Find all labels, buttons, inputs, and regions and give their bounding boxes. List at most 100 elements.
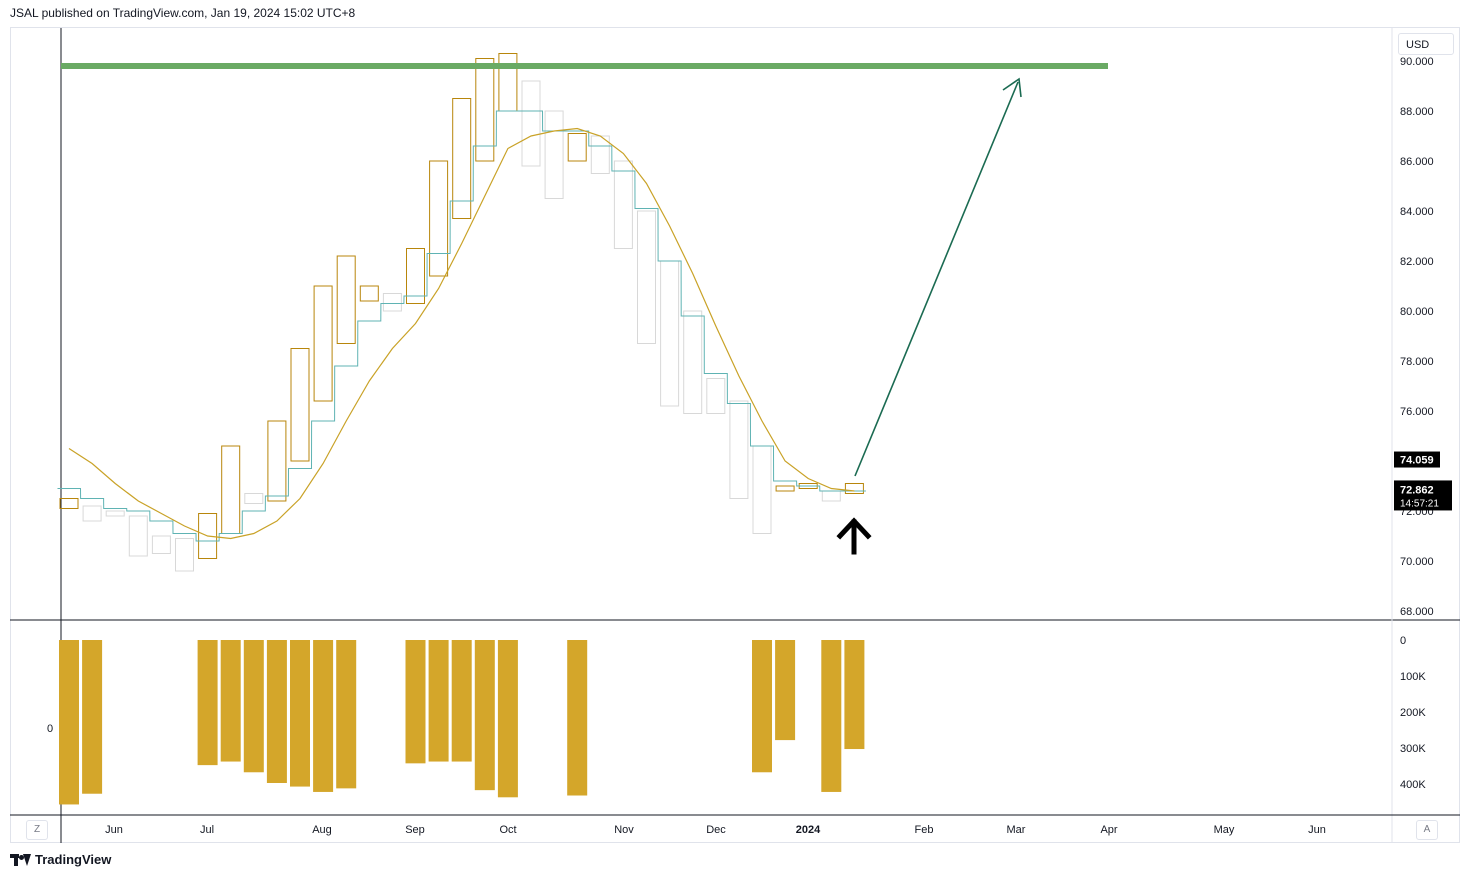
candle-up bbox=[567, 133, 587, 162]
candle-down bbox=[752, 445, 772, 534]
time-tick-label: Feb bbox=[915, 824, 934, 836]
volume-tick-label: 100K bbox=[1400, 671, 1426, 683]
volume-bar bbox=[474, 640, 495, 791]
price-marker-label: 74.059 bbox=[1400, 455, 1434, 467]
price-tick-label: 90.000 bbox=[1400, 56, 1434, 68]
candle-up bbox=[452, 98, 472, 219]
candle-up bbox=[359, 285, 379, 302]
tradingview-logo-icon bbox=[10, 853, 31, 866]
price-tick-label: 76.000 bbox=[1400, 406, 1434, 418]
volume-bar bbox=[497, 640, 518, 798]
candle-down bbox=[706, 378, 726, 414]
time-tick-label: Jun bbox=[105, 824, 123, 836]
candle-down bbox=[105, 510, 125, 517]
candle-up bbox=[336, 255, 356, 344]
price-tick-label: 80.000 bbox=[1400, 306, 1434, 318]
candle-up bbox=[290, 348, 310, 462]
candle-down bbox=[660, 260, 680, 407]
volume-bar bbox=[821, 640, 842, 792]
volume-tick-label: 0 bbox=[1400, 635, 1406, 647]
candle-down bbox=[151, 535, 171, 554]
last-price-label: 72.862 bbox=[1400, 484, 1434, 496]
time-tick-label: Nov bbox=[614, 824, 634, 836]
time-tick-label: 2024 bbox=[796, 824, 821, 836]
candle-down bbox=[544, 110, 564, 199]
footer-brand-label: TradingView bbox=[35, 852, 112, 867]
candle-down bbox=[613, 160, 633, 249]
time-tick-label: May bbox=[1214, 824, 1235, 836]
candle-down bbox=[382, 293, 402, 312]
time-tick-label: Dec bbox=[706, 824, 726, 836]
candle-up bbox=[844, 483, 864, 494]
time-tick-label: Jun bbox=[1308, 824, 1326, 836]
volume-bar bbox=[197, 640, 218, 766]
volume-bar bbox=[428, 640, 449, 762]
up-arrow-icon[interactable] bbox=[836, 517, 872, 555]
candle-up bbox=[313, 285, 333, 402]
candle-down bbox=[590, 135, 610, 174]
price-marker-box bbox=[1394, 451, 1440, 468]
projection-arrow-line[interactable] bbox=[854, 81, 1019, 477]
volume-bar bbox=[405, 640, 426, 764]
candle-up bbox=[429, 160, 449, 277]
candle-down bbox=[821, 490, 841, 502]
candle-up bbox=[406, 248, 425, 304]
price-tick-label: 88.000 bbox=[1400, 106, 1434, 118]
candle-up bbox=[267, 420, 287, 502]
volume-tick-label: 400K bbox=[1400, 779, 1426, 791]
volume-bar bbox=[266, 640, 287, 783]
time-tick-label: Mar bbox=[1007, 824, 1026, 836]
price-tick-label: 68.000 bbox=[1400, 606, 1434, 618]
time-tick-label: Apr bbox=[1100, 824, 1117, 836]
candle-down bbox=[244, 493, 264, 504]
last-price-box bbox=[1394, 480, 1452, 511]
candle-down bbox=[729, 400, 749, 499]
volume-bar bbox=[844, 640, 865, 750]
volume-bar bbox=[220, 640, 241, 762]
candle-down bbox=[128, 515, 148, 557]
price-tick-label: 78.000 bbox=[1400, 356, 1434, 368]
candle-up bbox=[221, 445, 241, 534]
volume-tick-label: 300K bbox=[1400, 743, 1426, 755]
candle-up bbox=[775, 485, 795, 492]
volume-bar bbox=[290, 640, 310, 787]
volume-bar bbox=[243, 640, 264, 773]
volume-bar bbox=[567, 640, 588, 796]
candle-down bbox=[175, 538, 194, 572]
zoom-button[interactable]: Z bbox=[26, 820, 48, 840]
volume-tick-label: 200K bbox=[1400, 707, 1426, 719]
volume-bar bbox=[82, 640, 103, 794]
time-tick-label: Oct bbox=[499, 824, 516, 836]
candle-down bbox=[82, 505, 102, 522]
volume-bar bbox=[752, 640, 772, 773]
candle-down bbox=[683, 310, 703, 414]
chart-frame bbox=[10, 27, 1460, 843]
price-tick-label: 84.000 bbox=[1400, 206, 1434, 218]
candle-down bbox=[637, 210, 656, 344]
candle-up bbox=[59, 498, 79, 509]
volume-bar bbox=[775, 640, 796, 741]
volume-bar bbox=[59, 640, 79, 805]
time-tick-label: Aug bbox=[312, 824, 332, 836]
candle-up bbox=[498, 53, 518, 112]
footer-brand[interactable]: TradingView bbox=[10, 852, 111, 867]
candle-up bbox=[198, 513, 218, 559]
time-tick-label: Sep bbox=[405, 824, 425, 836]
candle-up bbox=[475, 58, 495, 162]
volume-bar bbox=[313, 640, 334, 792]
ma-short-line bbox=[57, 110, 866, 542]
publish-header: JSAL published on TradingView.com, Jan 1… bbox=[10, 6, 356, 20]
ma-long-line bbox=[68, 127, 855, 540]
volume-bar bbox=[451, 640, 472, 762]
projection-arrowhead-icon bbox=[1002, 77, 1022, 98]
candle-down bbox=[521, 80, 541, 167]
price-tick-label: 70.000 bbox=[1400, 556, 1434, 568]
price-tick-label: 82.000 bbox=[1400, 256, 1434, 268]
volume-bar bbox=[336, 640, 357, 789]
volume-left-label: 0 bbox=[47, 723, 53, 735]
currency-button[interactable]: USD bbox=[1398, 33, 1454, 55]
countdown-label: 14:57:21 bbox=[1400, 498, 1439, 509]
time-tick-label: Jul bbox=[200, 824, 214, 836]
auto-scale-button[interactable]: A bbox=[1416, 820, 1438, 840]
